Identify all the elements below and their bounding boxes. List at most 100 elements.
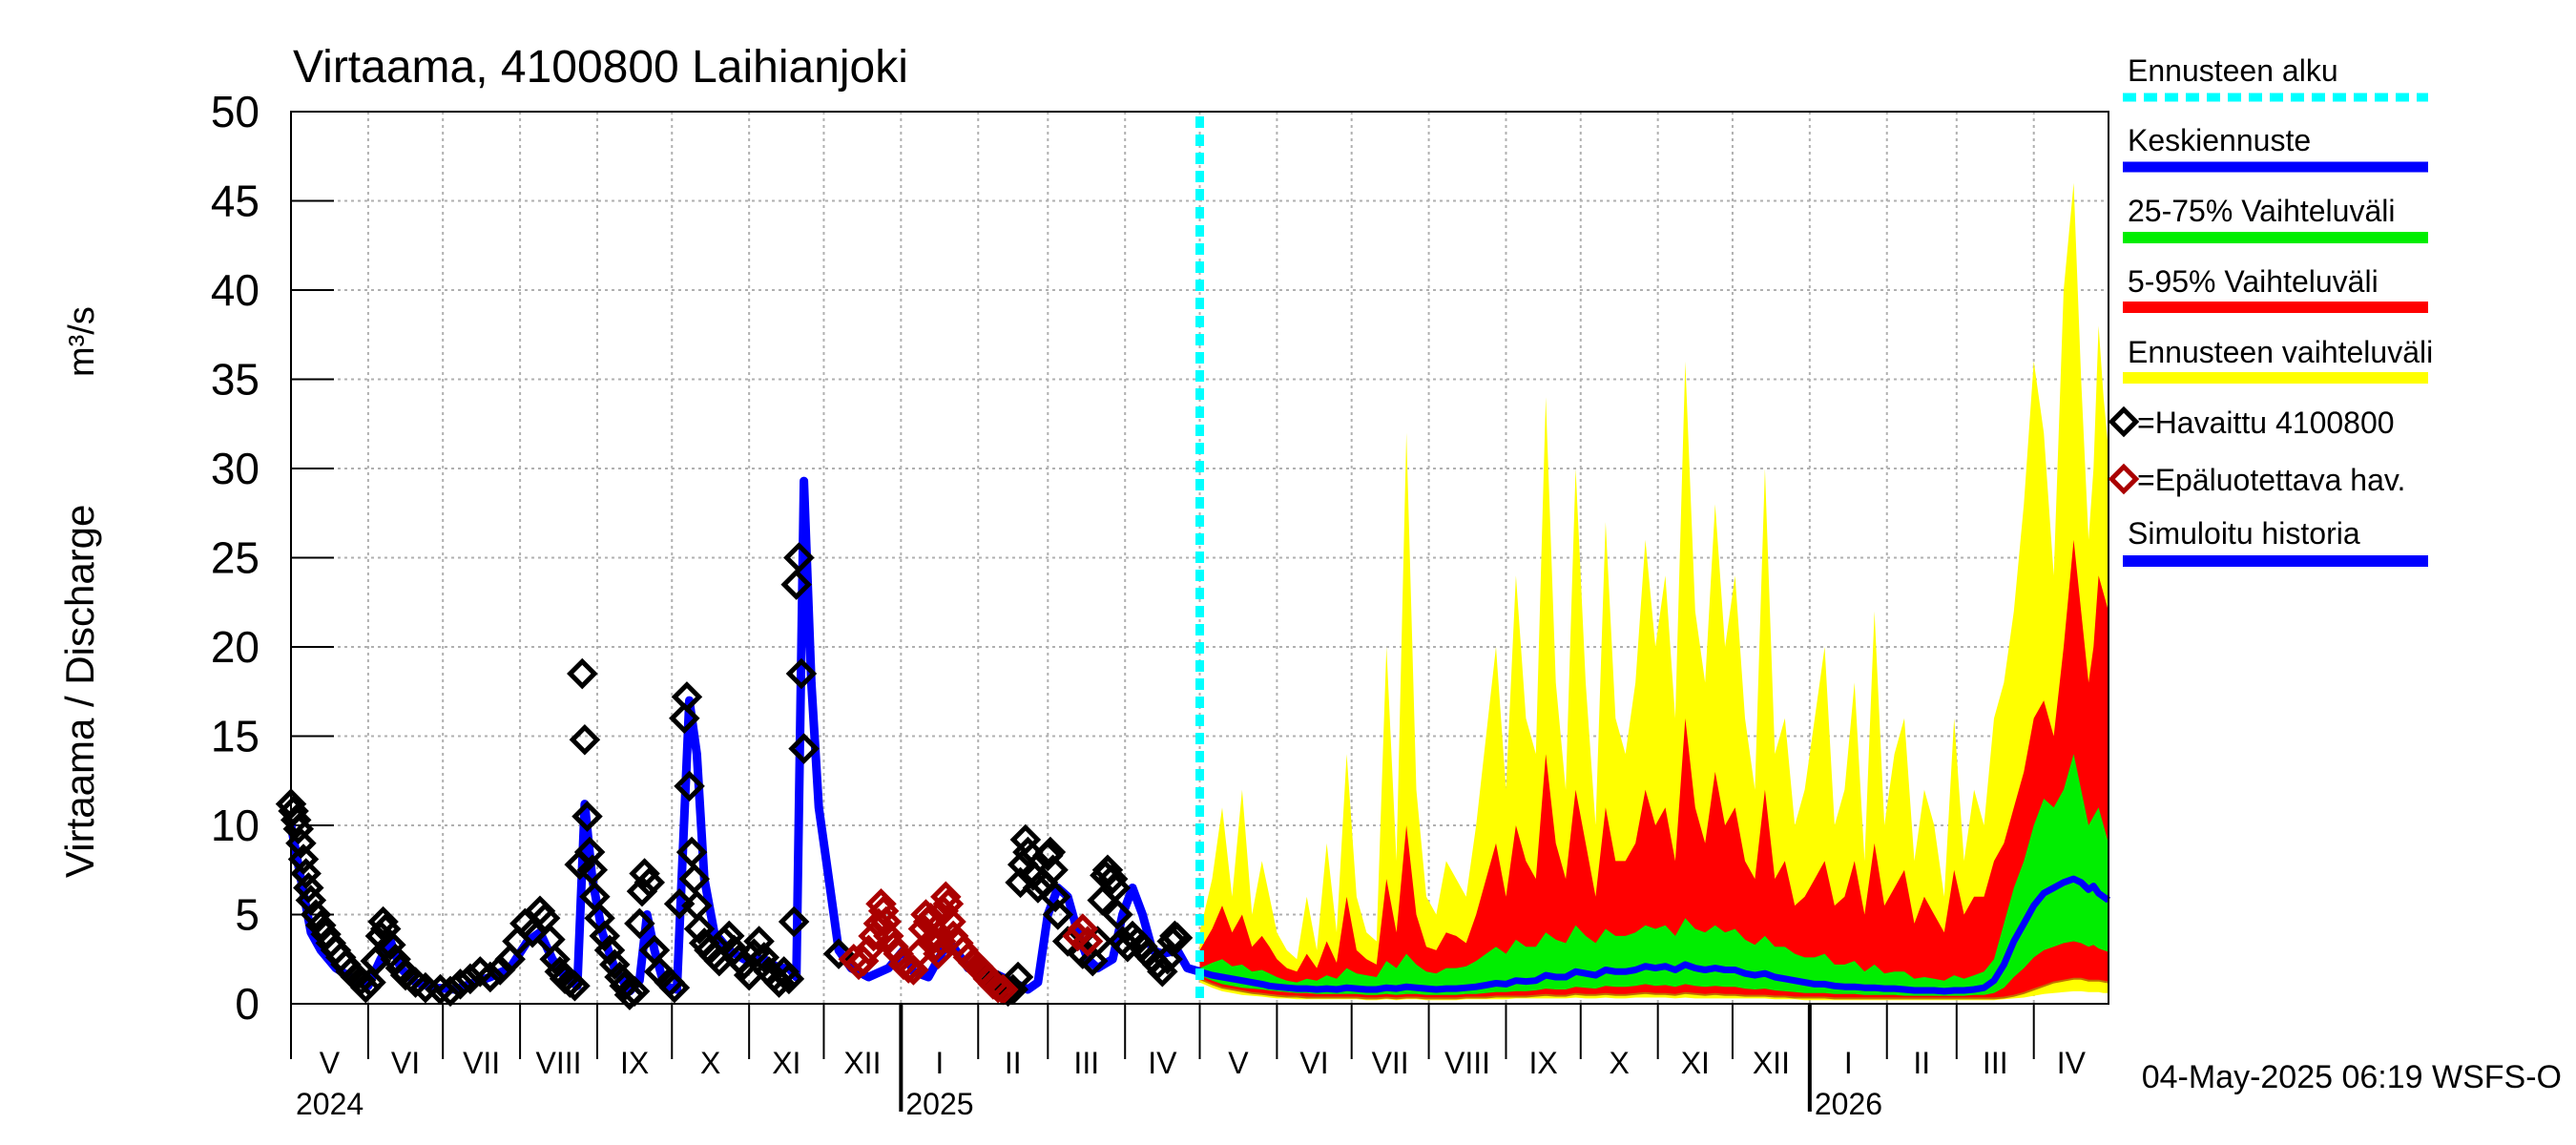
observed-point [579,881,611,913]
observed-point [571,801,603,832]
x-year-label: 2024 [296,1087,364,1121]
x-month-label: XII [1753,1046,1790,1080]
observed-point [1147,956,1178,988]
observed-point [474,961,507,993]
x-month-label: III [1983,1046,2008,1080]
observed-point [569,723,601,756]
x-month-label: VII [463,1046,500,1080]
x-month-label: V [320,1046,341,1080]
observed-point [638,934,671,967]
observed-point [1102,899,1133,930]
x-month-label: VIII [1444,1046,1490,1080]
observed-point [733,959,765,991]
unreliable-point [847,945,880,977]
band-forecast-range [1199,182,2109,1001]
observed-point [360,945,391,977]
observed-point [1037,854,1069,886]
observed-point [663,888,696,920]
observed-point [1007,848,1039,881]
legend-range-25-75: 25-75% Vaihteluväli [2128,194,2395,228]
observed-point [675,836,708,868]
observed-point [669,702,700,735]
observed-point [658,971,691,1004]
unreliable-point [915,902,946,934]
footer-timestamp: 04-May-2025 06:19 WSFS-O [2142,1059,2562,1095]
observed-point [576,854,609,886]
y-tick-label: 10 [211,801,260,850]
x-month-label: IV [1148,1046,1177,1080]
y-axis: 0 5 10 15 20 25 30 35 40 45 50 [211,87,334,1029]
y-tick-label: 15 [211,712,260,761]
x-month-label: X [700,1046,720,1080]
unreliable-markers [838,881,1104,1006]
y-tick-label: 20 [211,622,260,672]
observed-point [678,863,711,895]
observed-point [785,657,818,690]
y-tick-label: 25 [211,533,260,583]
forecast-bands [1199,182,2109,1001]
legend-range-5-95: 5-95% Vaihteluväli [2128,264,2379,299]
x-axis: V VI VII VIII IX X XI XII I II III IV V VI VII VIII IX X X… [290,1004,2087,1121]
x-year-label: 2026 [1815,1087,1882,1121]
observed-point [1161,922,1194,954]
observed-point [788,733,820,764]
x-month-label: II [1913,1046,1930,1080]
y-tick-label: 35 [211,355,260,405]
unreliable-point [1071,926,1104,957]
y-axis-unit: m³/s [62,306,102,377]
observed-point [783,542,815,573]
observed-point [559,970,591,1002]
x-month-label: VI [1299,1046,1328,1080]
observed-point [1012,836,1044,868]
x-month-label: IX [1529,1046,1558,1080]
x-month-label: XI [1681,1046,1710,1080]
x-month-label: VII [1372,1046,1409,1080]
unreliable-point [1067,913,1099,945]
legend-mean-forecast: Keskiennuste [2128,123,2311,157]
observed-point [539,944,571,975]
legend-unreliable: =Epäluotettava hav. [2137,463,2405,497]
x-month-label: I [1844,1046,1853,1080]
x-month-label: X [1610,1046,1630,1080]
observed-point [671,681,703,713]
observed-point [567,657,598,690]
unreliable-point [924,926,957,957]
y-axis-label: Virtaama / Discharge [57,505,102,878]
legend-unreliable-marker-icon [2108,463,2140,495]
observed-point [780,569,812,600]
legend-observed-marker-icon [2108,406,2140,438]
legend-observed: =Havaittu 4100800 [2137,406,2395,440]
observed-point [778,906,810,938]
x-month-label: I [935,1046,944,1080]
observed-point [618,975,651,1008]
y-tick-label: 0 [235,979,260,1029]
x-month-label: XI [772,1046,800,1080]
x-month-label: VI [391,1046,420,1080]
unreliable-point [987,973,1019,1006]
band-lower-edge [1199,977,2109,1000]
observed-point [434,975,467,1008]
x-month-label: XII [843,1046,881,1080]
unreliable-point [873,920,904,952]
legend-forecast-start: Ennusteen alku [2128,53,2338,88]
x-month-label: VIII [536,1046,582,1080]
x-month-label: III [1073,1046,1099,1080]
y-tick-label: 50 [211,87,260,136]
observed-point [624,907,655,940]
y-tick-label: 40 [211,265,260,315]
legend-simulated: Simuloitu historia [2128,516,2360,551]
x-month-label: IX [620,1046,649,1080]
observed-point [300,899,332,930]
x-month-label: V [1228,1046,1249,1080]
observed-point [1042,899,1074,930]
observed-point [643,956,675,988]
y-tick-label: 30 [211,444,260,493]
chart-title: Virtaama, 4100800 Laihianjoki [293,42,908,93]
observed-point [484,954,516,986]
observed-markers [275,542,1194,1010]
observed-point [454,963,487,995]
observed-point [681,889,713,922]
observed-point [634,866,666,899]
observed-point [355,967,386,998]
